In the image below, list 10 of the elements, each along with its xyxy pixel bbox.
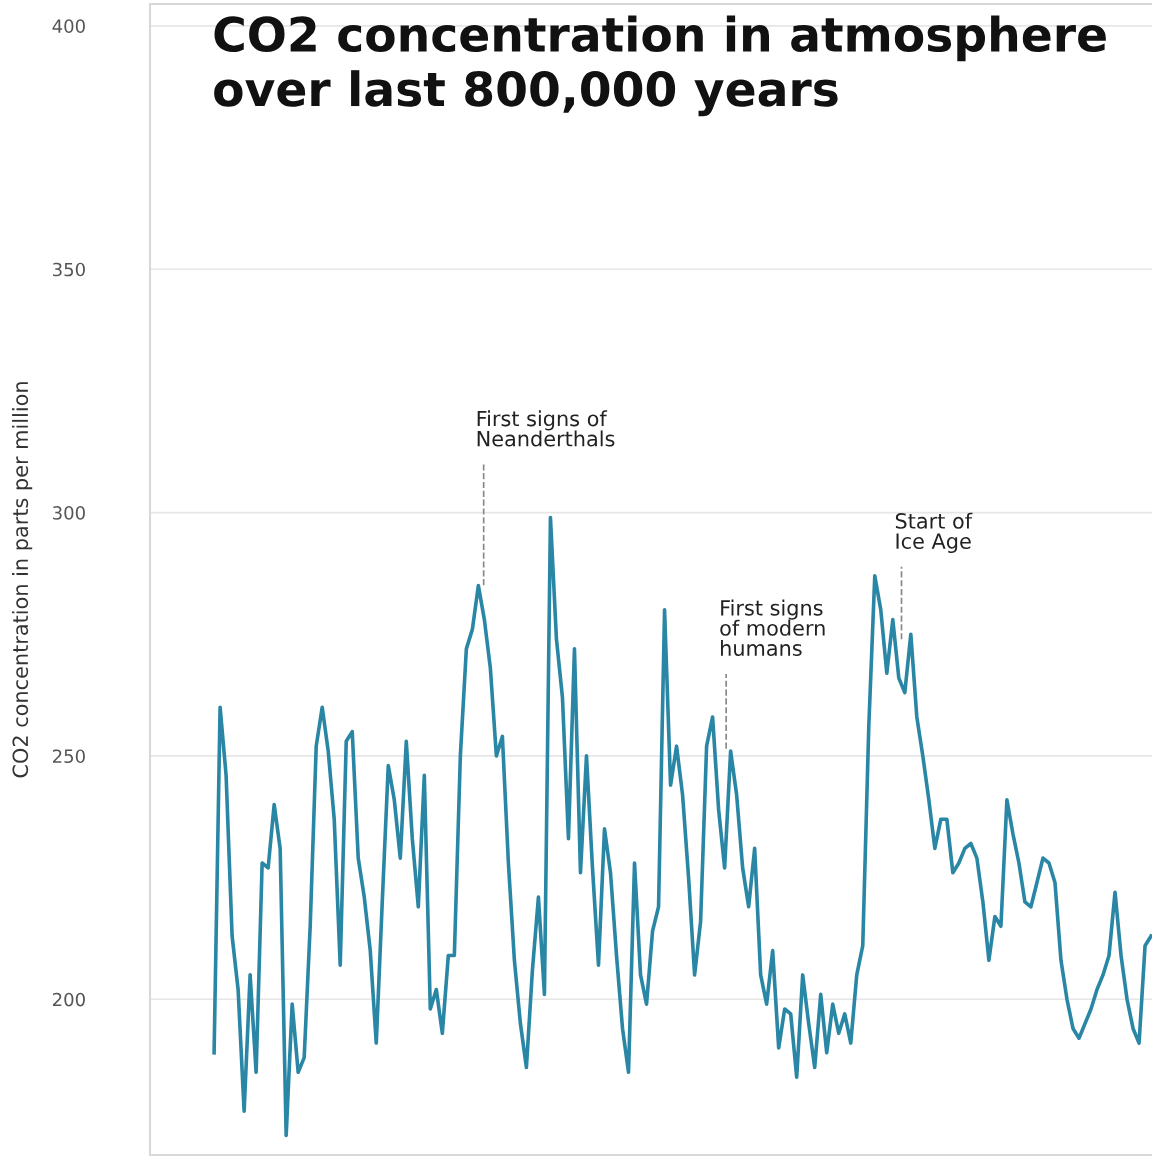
annotation: Start of Ice Age (895, 512, 973, 554)
y-tick-label: 350 (53, 262, 85, 277)
y-tick-label: 200 (52, 992, 85, 1007)
y-tick-label: 400 (52, 19, 85, 34)
annotation: First signs of Neanderthals (477, 410, 615, 447)
y-axis-title: CO2 concentration in parts per million (12, 382, 33, 778)
y-tick-label: 300 (53, 506, 85, 520)
y-tick-label: 250 (52, 749, 85, 764)
text: CO2 concentration in atmosphere over last 800,000 years (214, 15, 1106, 117)
annotation: First signs of modern humans (720, 599, 825, 657)
